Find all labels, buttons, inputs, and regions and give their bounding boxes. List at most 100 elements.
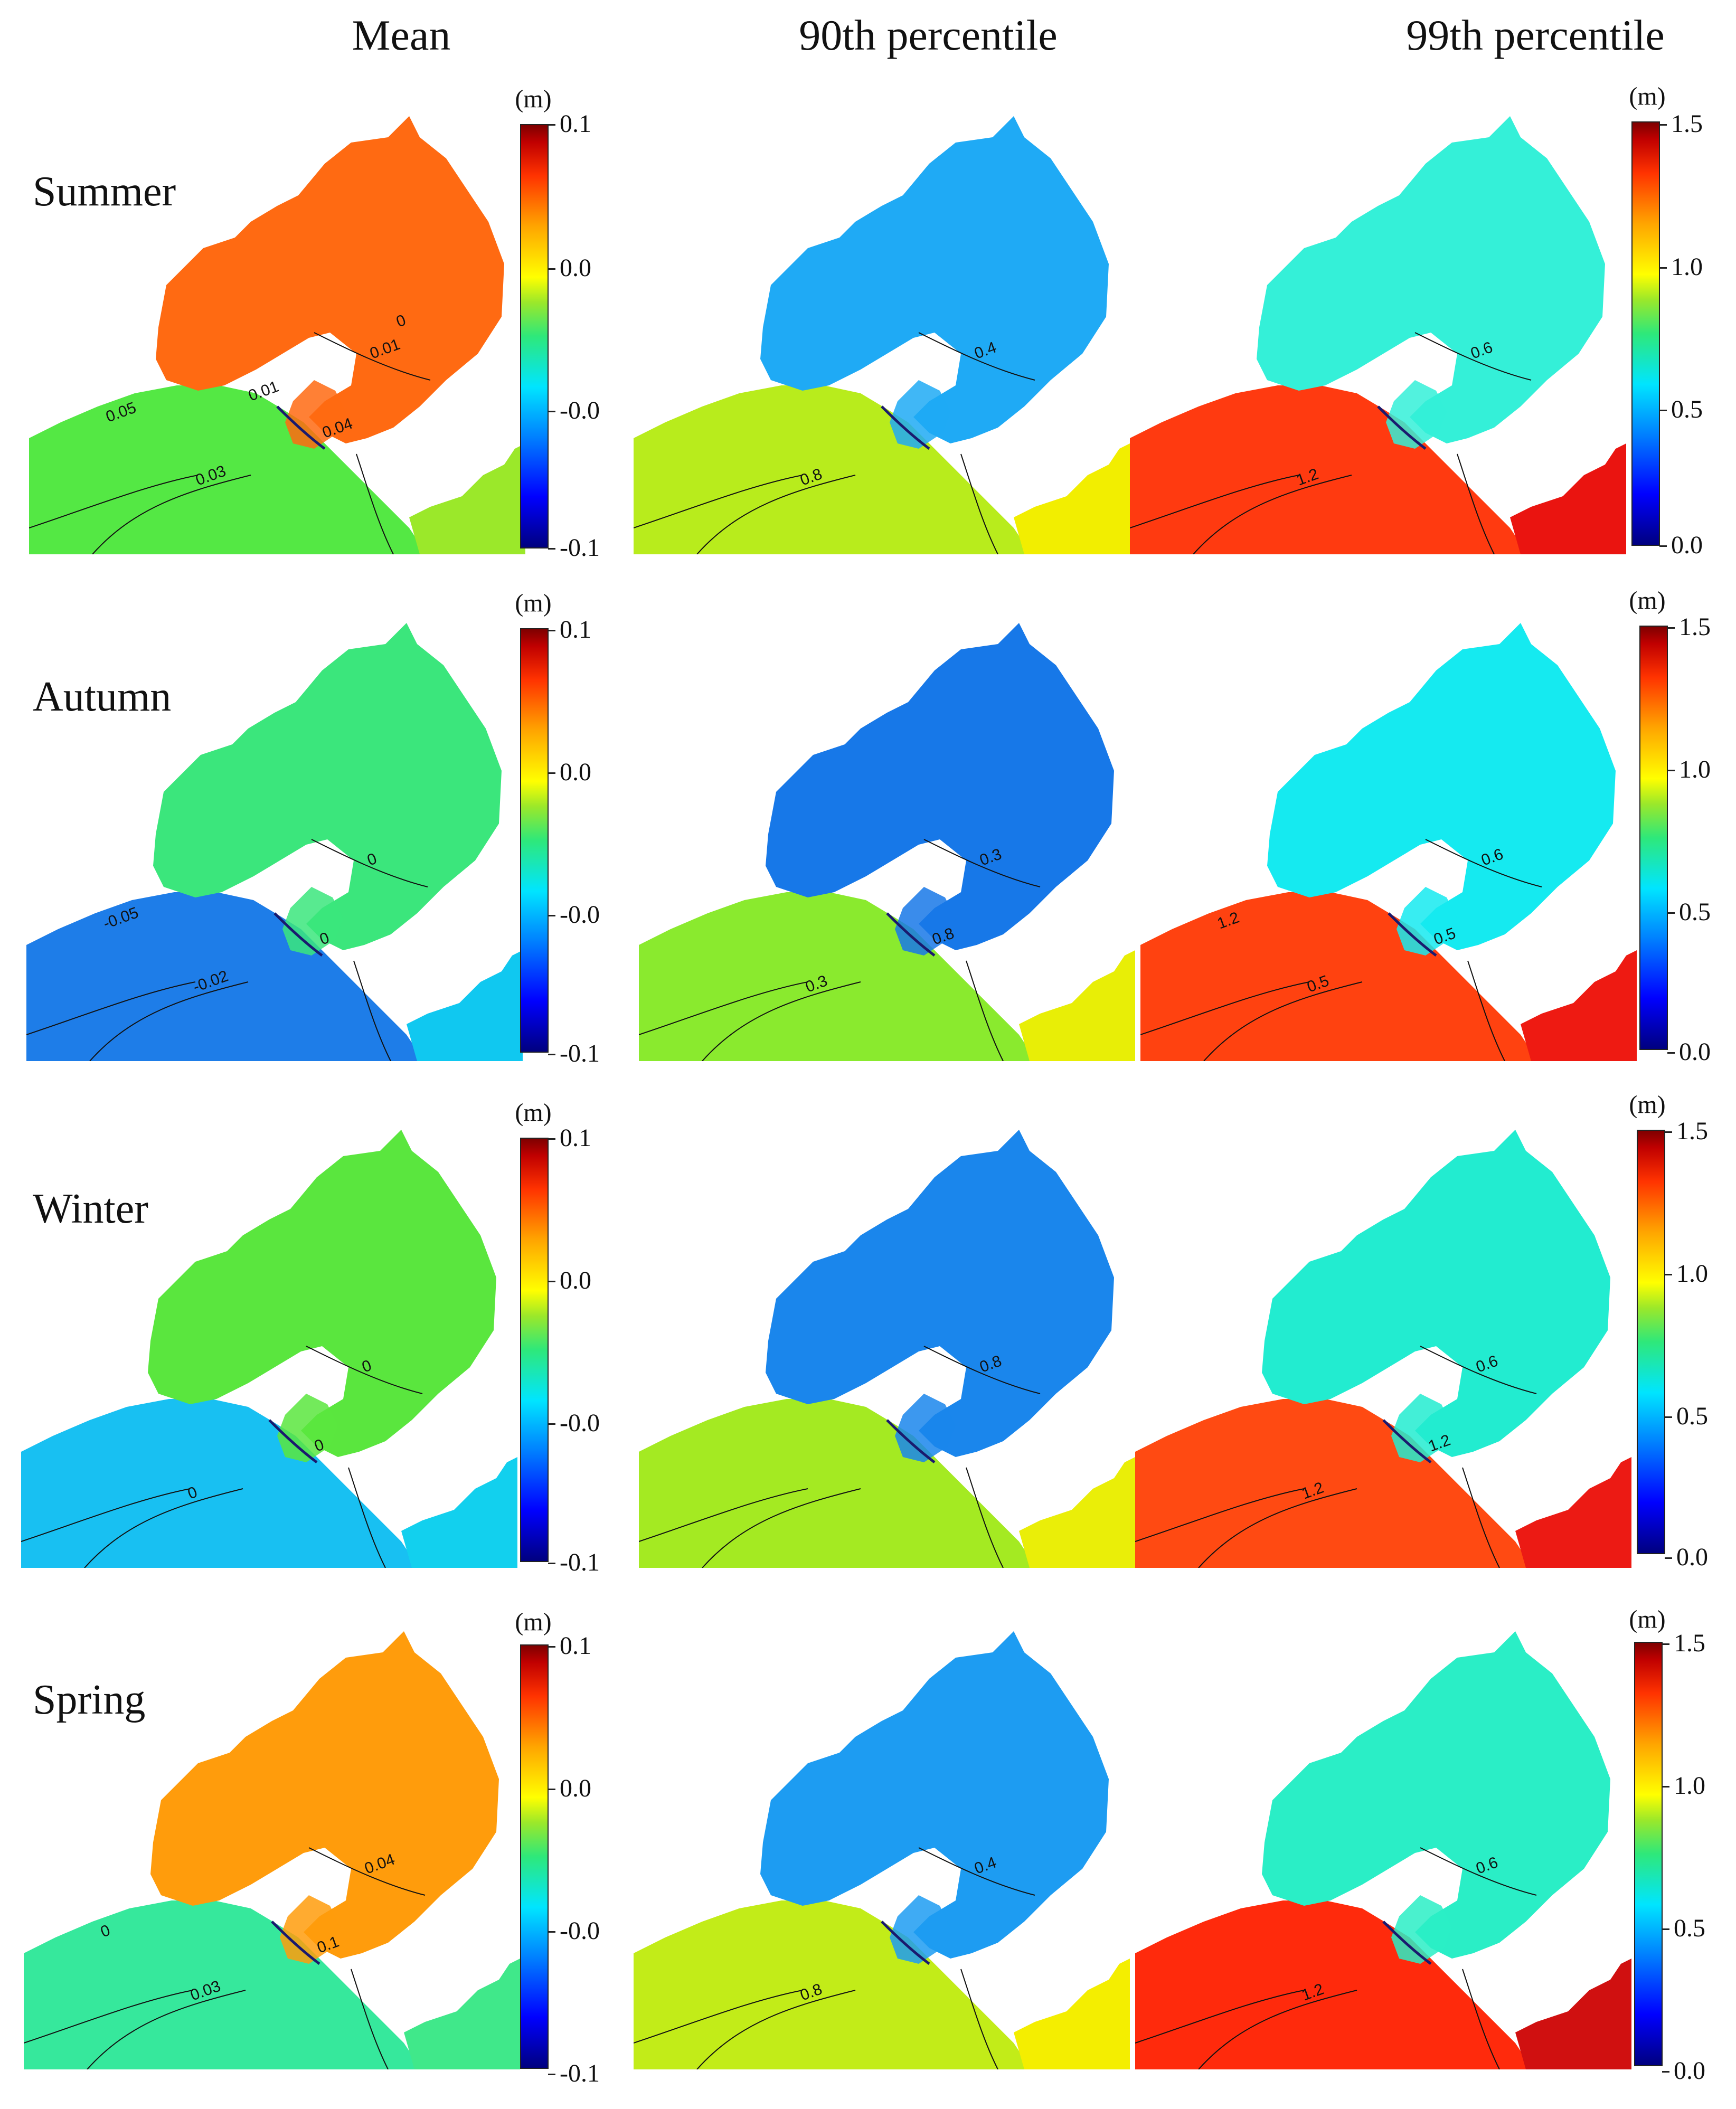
- colorbar-tick-min: 0.0: [1662, 2057, 1705, 2085]
- colorbar-tick-max: 1.5: [1667, 613, 1711, 641]
- colorbar-tick-max: 1.5: [1665, 1117, 1708, 1145]
- contour-line: [29, 475, 199, 528]
- contour-line: [308, 1847, 426, 1896]
- channel-region: [1386, 380, 1447, 449]
- contour-line: [1140, 981, 1310, 1035]
- channel-region: [280, 1895, 341, 1964]
- contour-line: [1425, 839, 1542, 887]
- contour-line: [1198, 1488, 1357, 1568]
- contour-line: [696, 1990, 856, 2069]
- row-label-summer: Summer: [33, 168, 176, 215]
- map-spring-mean: 0.040.030.10: [24, 1631, 520, 2069]
- inlet-mark: [1382, 1921, 1432, 1965]
- inlet-mark: [1382, 1419, 1432, 1463]
- map-summer-99th: 0.61.2: [1130, 116, 1626, 554]
- shelf-region: [634, 1900, 1024, 2069]
- colorbar-tick-max: 0.1: [548, 1124, 591, 1152]
- colorbar-tick-lower: -0.0: [548, 396, 600, 424]
- bay-region: [1267, 623, 1616, 950]
- map-summer-90th: 0.40.8: [634, 116, 1130, 554]
- contour-line: [24, 1990, 193, 2044]
- contour-line: [696, 475, 856, 554]
- shelf-region: [1130, 385, 1521, 554]
- contour-line: [960, 1969, 998, 2069]
- column-title-90th-percentile: 90th percentile: [799, 11, 1058, 59]
- colorbar-unit-label: (m): [1629, 1091, 1666, 1119]
- map-spring-90th: 0.40.8: [634, 1631, 1130, 2069]
- row-label-spring: Spring: [33, 1677, 146, 1723]
- channel-region: [282, 887, 343, 956]
- bay-region: [1262, 1631, 1610, 1959]
- colorbar-tick-upper: 0.0: [548, 1266, 591, 1294]
- colorbar-tick-min: -0.1: [548, 1548, 600, 1576]
- shelf-region: [1140, 892, 1531, 1061]
- colorbar-gradient: [520, 1644, 549, 2069]
- contour-line: [634, 1990, 803, 2044]
- map-winter-mean: 000: [21, 1130, 517, 1568]
- inlet-mark: [881, 405, 930, 450]
- contour-line: [966, 960, 1004, 1061]
- map-spring-99th: 0.61.2: [1135, 1631, 1631, 2069]
- inlet-mark: [886, 912, 936, 957]
- bay-region: [153, 623, 502, 950]
- channel-region: [895, 1394, 956, 1462]
- contour-line: [351, 1969, 389, 2069]
- contour-line: [356, 453, 394, 554]
- colorbar-tick-min: 0.0: [1665, 1543, 1708, 1571]
- inlet-mark: [1388, 912, 1437, 957]
- map-autumn-90th: 0.30.30.8: [639, 623, 1135, 1061]
- row-label-autumn: Autumn: [33, 674, 172, 720]
- colorbar-tick-upper: 0.0: [548, 254, 591, 282]
- bay-region: [1262, 1130, 1610, 1457]
- shelf-region: [639, 1399, 1030, 1568]
- contour-line: [1198, 1990, 1357, 2069]
- colorbar-tick-upper: 1.0: [1665, 1260, 1708, 1288]
- colorbar-tick-max: 0.1: [548, 616, 591, 644]
- bay-region: [1257, 116, 1605, 443]
- contour-line: [353, 960, 391, 1061]
- row-label-winter: Winter: [33, 1186, 148, 1232]
- channel-region: [277, 1394, 338, 1462]
- colorbar-tick-lower: 0.5: [1667, 898, 1711, 926]
- bay-region: [156, 116, 504, 443]
- east-coast-region: [1515, 1457, 1631, 1568]
- colorbar-unit-label: (m): [1629, 1605, 1666, 1633]
- shelf-region: [639, 892, 1030, 1061]
- east-coast-region: [1510, 443, 1626, 554]
- colorbar-unit-label: (m): [1629, 82, 1666, 110]
- east-coast-region: [409, 443, 525, 554]
- bay-region: [760, 1631, 1109, 1959]
- bay-region: [760, 116, 1109, 443]
- contour-line: [1420, 1346, 1537, 1394]
- contour-line: [923, 1346, 1041, 1394]
- contour-line: [634, 475, 803, 528]
- inlet-mark: [1377, 405, 1427, 450]
- colorbar-tick-max: 0.1: [548, 1632, 591, 1660]
- contour-line: [639, 981, 808, 1035]
- colorbar-tick-upper: 1.0: [1667, 755, 1711, 783]
- contour-line: [1462, 1969, 1500, 2069]
- colorbar-tick-min: 0.0: [1667, 1038, 1711, 1066]
- channel-region: [1391, 1895, 1452, 1964]
- contour-line: [918, 332, 1035, 381]
- contour-line: [314, 332, 431, 381]
- east-coast-region: [1019, 950, 1135, 1061]
- colorbar-tick-min: -0.1: [548, 534, 600, 562]
- contour-line: [1420, 1847, 1537, 1896]
- contour-line: [1457, 453, 1495, 554]
- contour-line: [311, 839, 428, 887]
- east-coast-region: [1515, 1959, 1631, 2069]
- contour-line: [1135, 1488, 1305, 1542]
- contour-line: [26, 981, 196, 1035]
- colorbar-gradient: [520, 124, 549, 548]
- colorbar-tick-lower: -0.0: [548, 901, 600, 929]
- colorbar-tick-lower: -0.0: [548, 1917, 600, 1945]
- colorbar-tick-max: 1.5: [1659, 110, 1703, 138]
- contour-line: [960, 453, 998, 554]
- contour-line: [639, 1488, 808, 1542]
- inlet-mark: [273, 912, 323, 957]
- inlet-mark: [886, 1419, 936, 1463]
- contour-line: [1467, 960, 1505, 1061]
- bay-region: [148, 1130, 496, 1457]
- colorbar-unit-label: (m): [515, 85, 552, 113]
